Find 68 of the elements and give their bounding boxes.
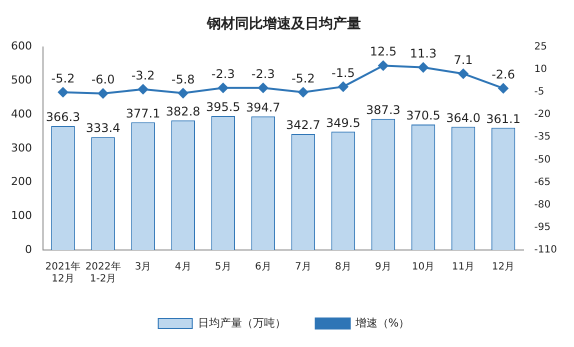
y-tick-label: 500 <box>10 74 32 87</box>
x-tick-label: 3月 <box>134 262 152 273</box>
x-tick-label: 6月 <box>254 262 272 273</box>
y-tick-label: 300 <box>10 141 32 154</box>
point <box>298 87 308 98</box>
y-tick-label: 100 <box>10 208 32 222</box>
point <box>498 83 508 94</box>
y2-tick-label: -50 <box>534 154 551 166</box>
data-label: 12.5 <box>370 44 397 59</box>
data-label: -6.0 <box>91 72 115 87</box>
x-tick-label: 2021年 12月 <box>45 260 81 285</box>
point <box>98 88 108 98</box>
point <box>258 82 268 93</box>
point <box>178 88 188 98</box>
y-tick-label: 600 <box>10 40 32 53</box>
data-label: 364.0 <box>446 110 480 125</box>
x-tick-label: 5月 <box>214 262 232 273</box>
y-tick-label: 0 <box>24 242 32 256</box>
y2-tick-label: 10 <box>534 64 548 75</box>
data-label: -5.2 <box>291 71 315 86</box>
y2-tick-label: 25 <box>534 41 548 52</box>
point <box>218 82 228 93</box>
data-label: 7.1 <box>454 52 473 67</box>
x-tick-label: 4月 <box>174 262 192 273</box>
point <box>58 87 68 98</box>
point <box>458 68 468 79</box>
y2-tick-label: -80 <box>534 199 551 210</box>
data-label: 361.1 <box>486 112 520 126</box>
point <box>138 84 148 94</box>
data-label: -2.3 <box>251 67 275 82</box>
legend-label: 日均产量（万吨） <box>198 316 286 330</box>
data-label: -2.3 <box>211 67 235 82</box>
legend-label: 增速（%） <box>354 316 410 330</box>
x-tick-label: 12月 <box>492 262 515 273</box>
data-label: 382.8 <box>166 104 200 118</box>
data-label: 387.3 <box>366 102 400 117</box>
x-tick-label: 2022年 1-2月 <box>85 260 121 285</box>
x-tick-label: 7月 <box>294 262 312 273</box>
data-label: 11.3 <box>410 46 437 61</box>
data-label: 333.4 <box>86 121 120 136</box>
x-tick-label: 9月 <box>375 262 392 273</box>
data-label: 370.5 <box>406 108 440 123</box>
x-tick-label: 8月 <box>335 262 352 273</box>
point <box>378 60 388 71</box>
data-label: -1.5 <box>331 66 355 80</box>
point <box>418 62 428 72</box>
x-tick-label: 10月 <box>412 262 435 273</box>
data-label: 377.1 <box>126 106 160 120</box>
x-tick-label: 11月 <box>452 262 475 273</box>
data-label: -3.2 <box>131 68 155 82</box>
data-label: 394.7 <box>246 100 280 114</box>
data-label: -5.2 <box>51 71 75 86</box>
y2-tick-label: -35 <box>534 132 551 143</box>
data-label: 342.7 <box>286 118 320 132</box>
data-label: -2.6 <box>492 67 516 82</box>
data-label: 395.5 <box>206 100 240 114</box>
data-label: 349.5 <box>326 116 360 130</box>
y2-tick-label: -95 <box>534 222 551 234</box>
y2-tick-label: -5 <box>534 86 544 98</box>
chart-title: 钢材同比增速及日均产量 <box>206 15 361 32</box>
y2-tick-label: -20 <box>534 109 551 120</box>
y-tick-label: 200 <box>10 175 32 188</box>
data-label: -5.8 <box>171 72 195 86</box>
data-label: 366.3 <box>46 110 80 124</box>
point <box>338 82 348 92</box>
y2-tick-label: -110 <box>534 244 558 256</box>
y-tick-label: 400 <box>10 107 32 120</box>
y2-tick-label: -65 <box>534 176 551 188</box>
